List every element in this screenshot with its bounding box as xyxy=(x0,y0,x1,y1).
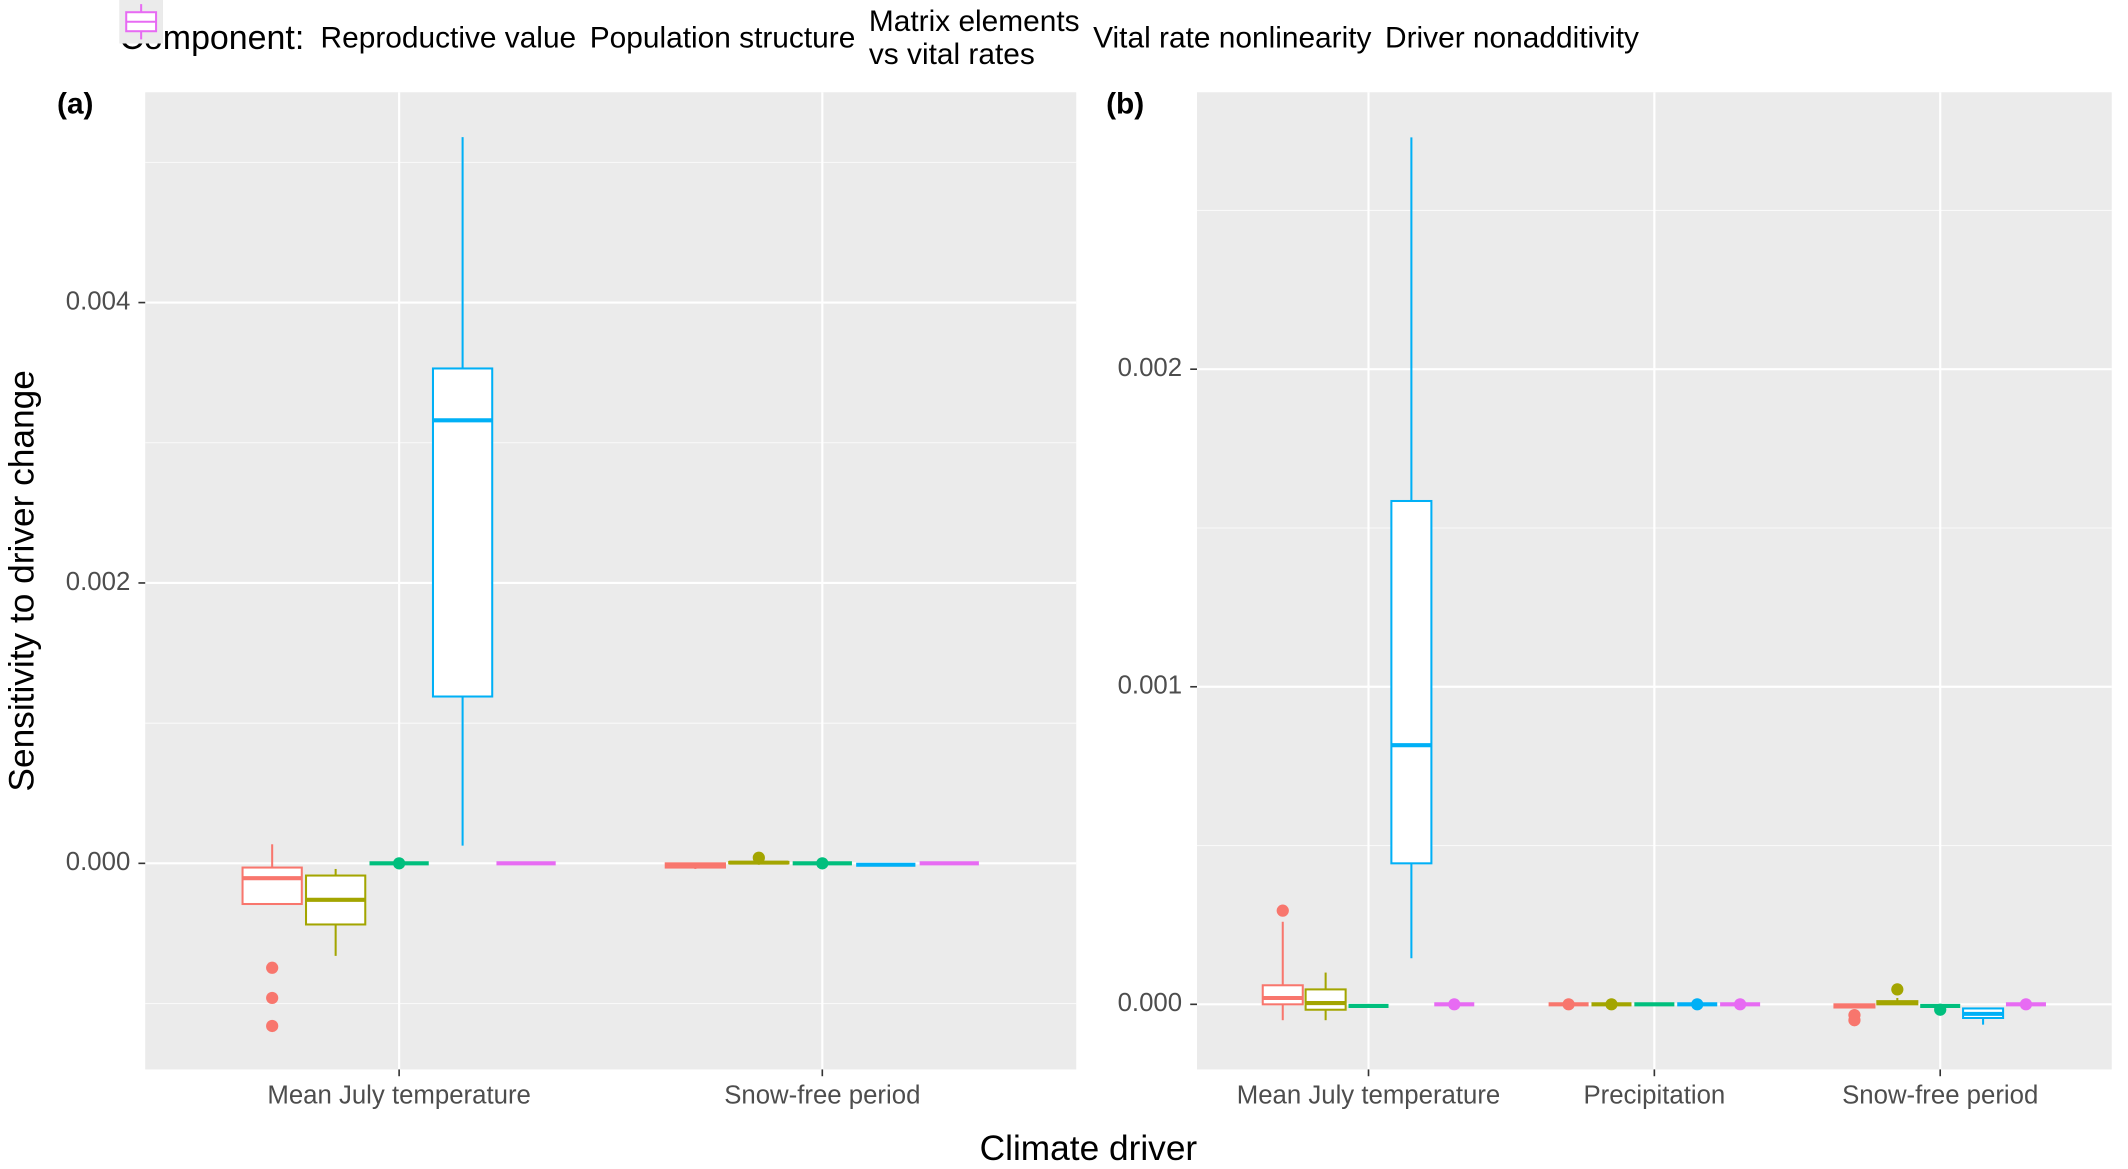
x-tick-label: Snow-free period xyxy=(1842,1081,2038,1109)
outlier xyxy=(1934,1003,1947,1016)
outlier xyxy=(1891,983,1904,996)
legend-label: Population structure xyxy=(589,20,856,55)
outlier xyxy=(2019,998,2033,1011)
outlier xyxy=(266,961,279,974)
outlier xyxy=(1562,998,1575,1011)
outlier xyxy=(1276,904,1289,917)
panel-label: (a) xyxy=(57,88,93,121)
outlier xyxy=(816,857,829,870)
x-tick-label: Precipitation xyxy=(1583,1081,1725,1109)
y-tick-label: 0.002 xyxy=(66,568,130,596)
x-tick-label: Mean July temperature xyxy=(1237,1081,1501,1109)
outlier xyxy=(1734,998,1747,1011)
box xyxy=(241,866,303,906)
x-tick-label: Mean July temperature xyxy=(267,1081,531,1109)
y-tick-label: 0.000 xyxy=(66,848,130,876)
legend-label: Reproductive value xyxy=(320,20,577,55)
x-tick-label: Snow-free period xyxy=(724,1081,920,1109)
legend-label: Driver nonadditivity xyxy=(1385,20,1639,55)
y-tick-label: 0.004 xyxy=(66,287,130,315)
plot-background xyxy=(145,92,1077,1070)
legend-item: Driver nonadditivity xyxy=(119,0,1639,55)
y-axis-label: Sensitivity to driver change xyxy=(3,370,42,791)
y-tick-label: 0.000 xyxy=(1118,989,1182,1017)
outlier xyxy=(1691,998,1704,1011)
outlier xyxy=(1848,1014,1861,1027)
panel-label: (b) xyxy=(1106,88,1144,121)
box xyxy=(1390,499,1433,865)
box xyxy=(1261,984,1304,1006)
box xyxy=(431,367,494,698)
outlier xyxy=(1605,998,1618,1011)
legend-label: Matrix elements vs vital rates xyxy=(868,4,1080,71)
outlier xyxy=(266,1019,279,1033)
outlier xyxy=(1448,998,1461,1011)
outlier xyxy=(752,851,765,864)
x-axis-label: Climate driver xyxy=(980,1129,1198,1168)
outlier xyxy=(393,857,406,870)
legend-label: Vital rate nonlinearity xyxy=(1093,20,1372,55)
box xyxy=(1304,988,1347,1011)
legend: Component: Reproductive value Population … xyxy=(119,0,1652,76)
y-tick-label: 0.002 xyxy=(1118,354,1182,382)
legend-key xyxy=(119,0,163,44)
y-tick-label: 0.001 xyxy=(1118,672,1182,700)
outlier xyxy=(266,991,279,1005)
